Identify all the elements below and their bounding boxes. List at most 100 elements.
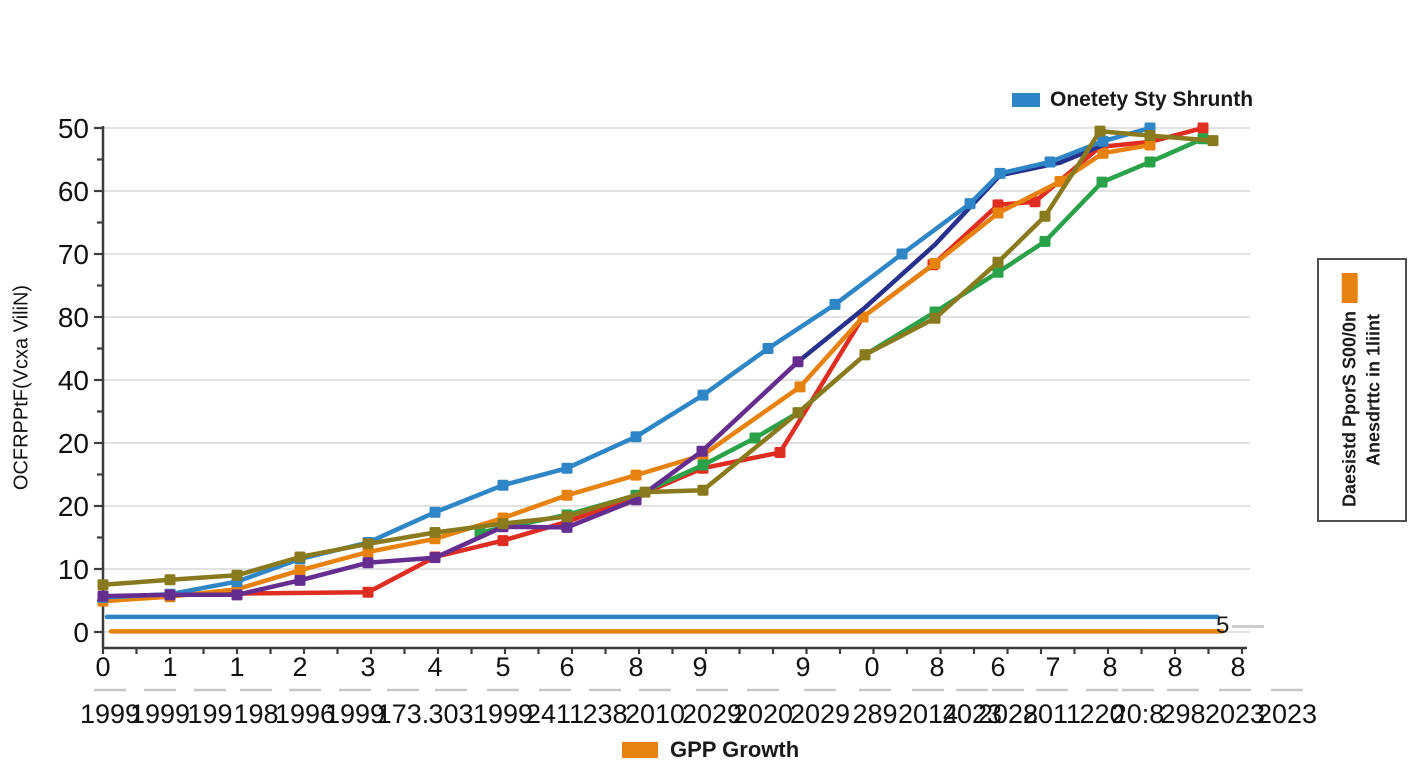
- year-label: 2020: [733, 699, 793, 729]
- year-label: 199: [187, 699, 232, 729]
- data-point-marker: [762, 343, 774, 354]
- year-label: 2023: [1205, 699, 1265, 729]
- x-tick-label: 8: [1230, 652, 1245, 682]
- data-point-marker: [231, 569, 243, 581]
- y-tick-label: 0: [73, 617, 89, 648]
- data-point-marker: [561, 521, 573, 533]
- x-tick-label: 9: [795, 652, 810, 682]
- data-point-marker: [859, 349, 871, 361]
- data-point-marker: [792, 356, 804, 368]
- data-point-marker: [1039, 235, 1051, 247]
- y-tick-label: 20: [58, 491, 89, 522]
- series-olive: [97, 125, 1219, 591]
- x-tick-label: 8: [1102, 652, 1117, 682]
- data-point-marker: [1144, 130, 1156, 142]
- data-point-marker: [630, 431, 642, 443]
- gridlines: [103, 127, 1250, 633]
- year-label: 1999: [473, 699, 533, 729]
- x-tick-label: 8: [1167, 652, 1182, 682]
- year-label: 2014: [898, 699, 958, 729]
- year-label: 173.: [377, 699, 430, 729]
- side-legend-content: Daesistd PporS S00/0n Anesdrttc in 1liin…: [1338, 262, 1387, 518]
- series-line: [100, 359, 801, 599]
- data-point-marker: [697, 484, 709, 496]
- year-label: 1999: [130, 699, 190, 729]
- data-point-marker: [164, 589, 176, 601]
- y-tick-label: 10: [58, 554, 89, 585]
- year-label: 1996: [275, 699, 335, 729]
- data-point-marker: [294, 574, 306, 586]
- x-tick-label: 6: [559, 652, 574, 682]
- x-tick-label: 8: [628, 652, 643, 682]
- data-point-marker: [231, 589, 243, 601]
- x-tick-label: 5: [495, 652, 510, 682]
- series-line: [100, 125, 1153, 600]
- x-tick-label: 8: [929, 652, 944, 682]
- data-point-marker: [164, 574, 176, 586]
- data-point-marker: [97, 590, 109, 602]
- data-point-marker: [1044, 156, 1056, 168]
- data-point-marker: [794, 381, 806, 393]
- series-line: [795, 142, 1106, 364]
- series-blue-main: [97, 122, 1156, 603]
- data-point-marker: [964, 198, 976, 210]
- data-point-marker: [994, 167, 1006, 179]
- data-point-marker: [1097, 135, 1109, 147]
- legend-top-label: Onetety Sty Shrunth: [1050, 88, 1254, 111]
- year-label: 2029: [790, 699, 850, 729]
- legend-bottom-swatch: [622, 742, 658, 758]
- data-point-marker: [929, 312, 941, 324]
- side-legend-box: Daesistd PporS S00/0n Anesdrttc in 1liin…: [1317, 258, 1407, 522]
- data-point-marker: [1094, 125, 1106, 137]
- data-point-marker: [1207, 135, 1219, 147]
- data-point-marker: [97, 579, 109, 591]
- data-point-marker: [561, 511, 573, 523]
- data-point-marker: [1029, 196, 1041, 208]
- data-point-marker: [792, 407, 804, 419]
- series-lines: [97, 122, 1225, 634]
- legend-top-swatch: [1012, 93, 1040, 107]
- series-line: [477, 136, 1206, 535]
- side-legend-swatch: [1341, 272, 1358, 303]
- legend-bottom-label: GPP Growth: [670, 737, 800, 762]
- flat-line-end-label: 5: [1216, 612, 1230, 639]
- data-point-marker: [1144, 139, 1156, 151]
- side-legend-line2: Anesdrttc in 1liint: [1364, 314, 1384, 467]
- y-tick-label: 80: [58, 302, 89, 333]
- year-label: 2029: [682, 699, 742, 729]
- y-tick-label: 70: [58, 239, 89, 270]
- series-navy: [795, 142, 1106, 364]
- flat-line-end-dash: [1232, 624, 1265, 628]
- data-point-marker: [896, 248, 908, 260]
- data-point-marker: [294, 564, 306, 576]
- year-label: 220: [1079, 699, 1124, 729]
- data-point-marker: [1096, 176, 1108, 188]
- year-label: 2010: [625, 699, 685, 729]
- data-point-marker: [639, 486, 651, 498]
- x-tick-label: 3: [360, 652, 375, 682]
- x-tick-label: 0: [864, 652, 879, 682]
- data-point-marker: [749, 432, 761, 444]
- year-label: 2028: [978, 699, 1038, 729]
- y-tick-label: 40: [58, 365, 89, 396]
- year-label: 20:8: [1112, 699, 1165, 729]
- legend-bottom: GPP Growth: [622, 737, 799, 763]
- year-label: 1999: [80, 699, 140, 729]
- data-point-marker: [362, 538, 374, 550]
- x-tick-label: 4: [427, 652, 442, 682]
- year-label: 1999: [325, 699, 385, 729]
- data-point-marker: [697, 459, 709, 471]
- year-label: 2011: [1023, 699, 1081, 729]
- data-point-marker: [294, 551, 306, 563]
- data-point-marker: [774, 446, 786, 458]
- data-point-marker: [1097, 147, 1109, 159]
- side-legend-line1: Daesistd PporS S00/0n: [1339, 310, 1360, 508]
- axes: [94, 126, 1247, 654]
- data-point-marker: [1039, 210, 1051, 222]
- year-label: 303: [428, 699, 473, 729]
- data-point-marker: [1054, 176, 1066, 188]
- x-tick-label: 6: [990, 652, 1005, 682]
